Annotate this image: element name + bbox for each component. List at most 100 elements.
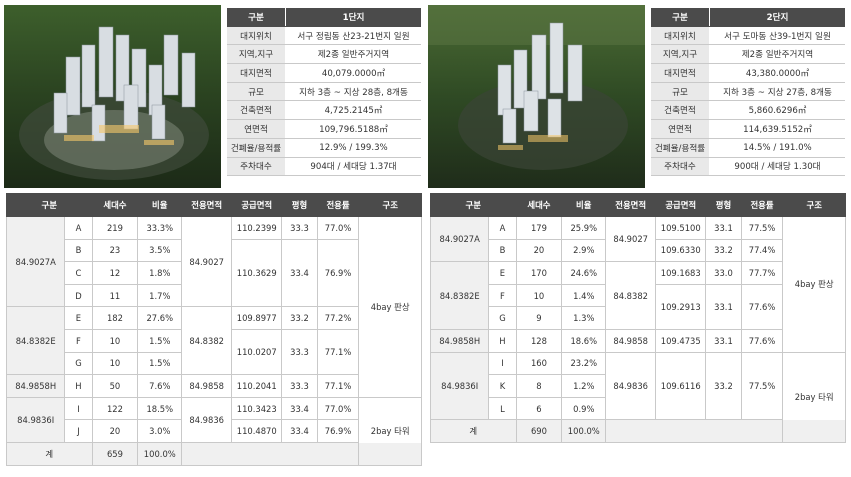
total-row: 계 659 100.0%	[6, 441, 422, 466]
unit-column-header: 세대수	[515, 193, 563, 217]
unit-type-name: 84.9027A	[5, 215, 66, 308]
info-value: 40,079.0000㎡	[285, 63, 421, 83]
household-ratio: 1.2%	[561, 374, 607, 398]
unit-cell-label: E	[64, 306, 93, 330]
pyeong: 33.4	[281, 396, 318, 421]
info-row: 대지위치 서구 도마동 산39-1번지 일원	[651, 26, 845, 46]
household-ratio: 18.5%	[137, 396, 183, 421]
unit-row: C 12 1.8%	[7, 261, 422, 285]
info-row: 규모 지하 3층 ~ 지상 27층, 8개동	[651, 82, 845, 102]
unit-cell-label: B	[488, 238, 517, 263]
info-row: 주차대수 900대 / 세대당 1.30대	[651, 157, 845, 177]
info-header-value: 1단지	[285, 8, 421, 27]
household-count: 8	[515, 374, 563, 398]
info-row: 규모 지하 3층 ~ 지상 28층, 8개동	[227, 82, 421, 102]
unit-cell-label: F	[64, 328, 93, 353]
exclusive-rate: 77.6%	[740, 328, 784, 353]
unit-row: 84.8382E E 170 24.6% 84.8382 109.1683 33.0 77.7…	[429, 261, 846, 330]
info-label: 주차대수	[651, 157, 710, 177]
household-count: 219	[91, 216, 139, 240]
pyeong: 33.3	[281, 374, 318, 398]
unit-row: F 10 1.5% 110.0207 33.3 77.1%	[7, 328, 422, 376]
total-ratio: 100.0%	[137, 441, 183, 466]
total-empty	[181, 441, 422, 466]
info-label: 규모	[651, 82, 710, 102]
info-label: 건폐율/용적률	[651, 138, 710, 158]
info-value: 904대 / 세대당 1.37대	[285, 157, 421, 177]
household-count: 11	[91, 283, 139, 308]
site2-aerial-rendering	[428, 5, 645, 188]
household-ratio: 2.9%	[561, 238, 607, 263]
info-label: 건축면적	[651, 100, 710, 121]
household-ratio: 25.9%	[561, 216, 607, 240]
info-header-label: 구분	[651, 8, 710, 27]
info-value: 14.5% / 191.0%	[709, 138, 845, 158]
unit-cell-label: E	[488, 261, 517, 285]
unit-type-name: 84.9836I	[429, 351, 490, 421]
household-count: 20	[91, 419, 139, 443]
household-count: 122	[91, 396, 139, 421]
unit-column-header: 공급면적	[655, 193, 707, 217]
exclusive-rate: 77.5%	[740, 216, 784, 240]
household-count: 23	[91, 238, 139, 263]
household-count: 160	[515, 351, 563, 376]
pyeong: 33.1	[705, 328, 742, 353]
unit-cell-label: K	[488, 374, 517, 398]
unit-column-header: 구조	[358, 193, 422, 217]
household-ratio: 27.6%	[137, 306, 183, 330]
unit-cell-label: D	[64, 283, 93, 308]
exclusive-area: 84.9836	[181, 396, 233, 443]
info-value: 서구 도마동 산39-1번지 일원	[709, 26, 845, 46]
info-value: 12.9% / 199.3%	[285, 138, 421, 158]
supply-area: 109.4735	[655, 328, 707, 353]
info-row: 대지면적 43,380.0000㎡	[651, 63, 845, 83]
household-ratio: 3.0%	[137, 419, 183, 443]
info-label: 대지면적	[227, 63, 286, 83]
household-ratio: 0.9%	[561, 396, 607, 421]
site1-panel: 구분 1단지 대지위치 서구 정림동 산23-21번지 일원 지역,지구 제2종 일반주거…	[4, 0, 424, 477]
supply-area: 109.1683	[655, 261, 707, 285]
supply-area: 109.2913	[655, 283, 707, 330]
total-households: 690	[515, 419, 563, 443]
unit-cell-label: G	[64, 351, 93, 376]
household-ratio: 3.5%	[137, 238, 183, 263]
household-count: 170	[515, 261, 563, 285]
exclusive-rate: 76.9%	[316, 419, 360, 443]
household-ratio: 1.8%	[137, 261, 183, 285]
unit-row: B 20 2.9% 109.6330 33.2 77.4%	[431, 238, 846, 263]
exclusive-rate: 77.7%	[740, 261, 784, 285]
total-label: 계	[430, 419, 517, 443]
unit-column-header: 전용률	[740, 193, 784, 217]
household-ratio: 18.6%	[561, 328, 607, 353]
unit-cell-label: G	[488, 306, 517, 330]
unit-cell-label: C	[64, 261, 93, 285]
site2-unit-table: 구분 세대수 비율 전용면적 공급면적 평형 전용률 구조 84.9027A A 179 25.9%…	[429, 193, 846, 443]
info-label: 대지위치	[227, 26, 286, 46]
supply-area: 110.3629	[231, 238, 283, 308]
info-header-row: 구분 1단지	[227, 8, 421, 27]
info-label: 건축면적	[227, 100, 286, 121]
household-ratio: 1.7%	[137, 283, 183, 308]
unit-row: L 6 0.9%	[431, 396, 846, 421]
unit-column-header: 구분	[6, 193, 93, 217]
supply-area: 110.0207	[231, 328, 283, 376]
supply-area: 110.4870	[231, 419, 283, 443]
supply-area: 109.6116	[655, 351, 707, 421]
site1-aerial-rendering	[4, 5, 221, 188]
exclusive-rate: 77.1%	[316, 374, 360, 398]
total-empty	[605, 419, 846, 443]
unit-cell-label: F	[488, 283, 517, 308]
exclusive-area: 84.8382	[605, 261, 657, 330]
info-row: 건축면적 5,860.6296㎡	[651, 100, 845, 121]
unit-cell-label: H	[64, 374, 93, 398]
info-label: 연면적	[651, 119, 710, 139]
info-row: 건폐율/용적률 14.5% / 191.0%	[651, 138, 845, 158]
pyeong: 33.2	[281, 306, 318, 330]
unit-cell-label: H	[488, 328, 517, 353]
unit-row: K 8 1.2%	[431, 374, 846, 398]
household-count: 50	[91, 374, 139, 398]
info-value: 지하 3층 ~ 지상 28층, 8개동	[285, 82, 421, 102]
info-row: 대지면적 40,079.0000㎡	[227, 63, 421, 83]
unit-cell-label: I	[64, 396, 93, 421]
exclusive-area: 84.9858	[605, 328, 657, 353]
